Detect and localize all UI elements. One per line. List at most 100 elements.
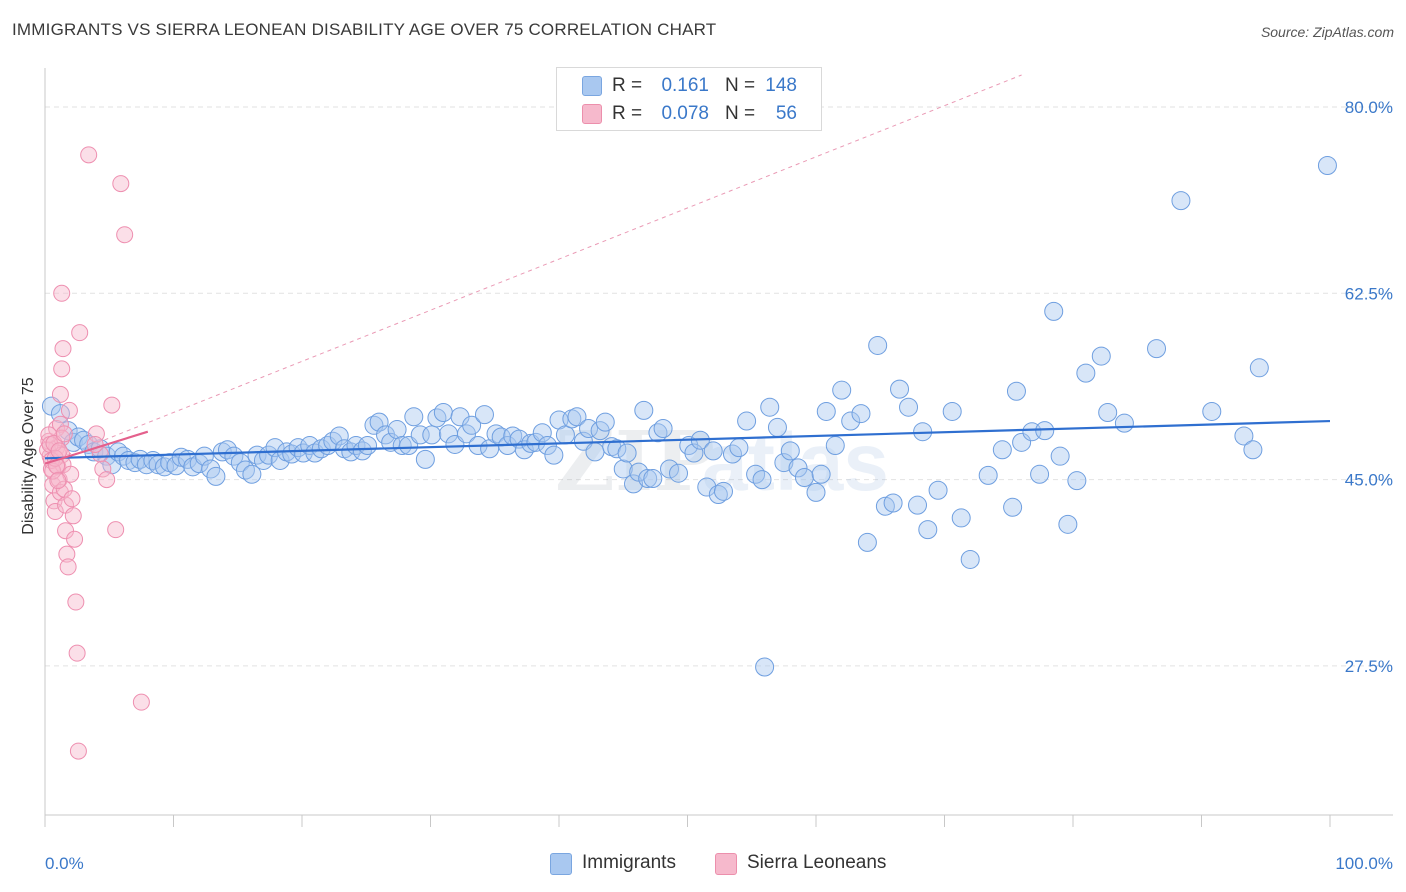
immigrants-trend-line [44,419,1331,460]
legend-swatch-immigrants [550,853,572,875]
immigrants-point [410,425,430,445]
sierra-leonean-point [53,360,71,378]
sierra-leonean-point [53,284,71,302]
sierra-leonean-point [60,401,78,419]
immigrants-point [532,423,552,443]
immigrants-point [708,485,728,505]
immigrants-point [868,335,888,355]
immigrants-point [729,438,749,458]
legend-n-label: N = [725,103,756,124]
immigrants-point [358,436,378,456]
immigrants-point [755,657,775,677]
immigrants-point [474,405,494,425]
immigrants-point [1006,381,1026,401]
sierra-leonean-point [64,507,82,525]
watermark-atlas: atlas [702,417,889,508]
watermark: ZIP atlas [555,414,889,510]
immigrants-point [486,424,506,444]
immigrants-point [703,441,723,461]
sierra-leonean-point [71,324,89,342]
y-tick-label: 45.0% [1345,471,1393,490]
immigrants-point [427,408,447,428]
immigrants-point [634,400,654,420]
immigrants-point [1044,301,1064,321]
sierra-leonean-point [107,521,125,539]
immigrants-point [433,403,453,423]
immigrants-point [752,470,772,490]
immigrants-point [1098,403,1118,423]
immigrants-point [585,442,605,462]
immigrants-point [247,445,267,465]
immigrants-point [544,445,564,465]
immigrants-point [242,464,262,484]
immigrants-point [1091,346,1111,366]
chart-title: IMMIGRANTS VS SIERRA LEONEAN DISABILITY … [12,20,717,39]
immigrants-point [537,436,557,456]
immigrants-point [595,412,615,432]
immigrants-point [737,411,757,431]
immigrants-point [613,459,633,479]
immigrants-point [899,397,919,417]
x-tick-label: 0.0% [45,854,84,873]
immigrants-point [1058,514,1078,534]
sierra-leonean-point [66,530,84,548]
sierra-leonean-trend-line [44,430,149,465]
immigrants-point [746,464,766,484]
legend-swatch-immigrants [582,76,602,96]
sierra-leonean-point [51,415,69,433]
sierra-leonean-point [69,742,87,760]
immigrants-point [1067,471,1087,491]
sierra-leonean-point [49,472,67,490]
series-legend: Immigrants Sierra Leoneans [0,852,1406,878]
immigrants-point [1249,358,1269,378]
sierra-leonean-point [80,146,98,164]
sierra-leonean-point [54,340,72,358]
immigrants-point [607,439,627,459]
tick-labels: 27.5% 45.0% 62.5% 80.0% 0.0% 100.0% [45,98,1393,873]
immigrants-point [567,407,587,427]
immigrants-point [760,397,780,417]
immigrants-point [774,453,794,473]
legend-n-label: N = [725,75,756,96]
immigrants-point [875,496,895,516]
immigrants-point [392,436,412,456]
immigrants-point [653,418,673,438]
immigrants-point [617,443,637,463]
legend-r-value: 0.161 [661,75,709,96]
immigrants-point [767,417,787,437]
immigrants-point [928,480,948,500]
legend-n-value: 56 [775,103,797,124]
legend-r-label: R = [612,103,643,124]
immigrants-point [825,436,845,456]
immigrants-point [1234,426,1254,446]
sierra-leonean-point [112,175,130,193]
sierra-leonean-point [98,471,116,489]
sierra-leonean-point [103,396,121,414]
legend-label-immigrants: Immigrants [582,852,676,873]
legend-label-sierra-leoneans: Sierra Leoneans [747,852,887,873]
sierra-leonean-point [67,593,85,611]
y-axis-label: Disability Age Over 75 [20,377,37,535]
immigrants-point [1147,339,1167,359]
sierra-leonean-point [68,644,86,662]
immigrants-point [713,481,733,501]
source-credit: Source: ZipAtlas.com [1260,24,1394,40]
sierra-leonean-point [55,425,73,443]
immigrants-point [890,379,910,399]
y-tick-label: 27.5% [1345,657,1393,676]
sierra-leonean-point [51,385,69,403]
legend-r-value: 0.078 [661,103,709,124]
immigrants-point [841,411,861,431]
immigrants-point [1035,421,1055,441]
immigrants-point [579,418,599,438]
immigrants-point [329,426,349,446]
immigrants-point [883,493,903,513]
immigrants-point [1030,464,1050,484]
sierra-leonean-point [94,460,112,478]
immigrants-point [992,440,1012,460]
immigrants-point [1317,156,1337,176]
immigrants-point [669,463,689,483]
immigrants-point [624,474,644,494]
immigrants-point [857,532,877,552]
immigrants-point [381,432,401,452]
